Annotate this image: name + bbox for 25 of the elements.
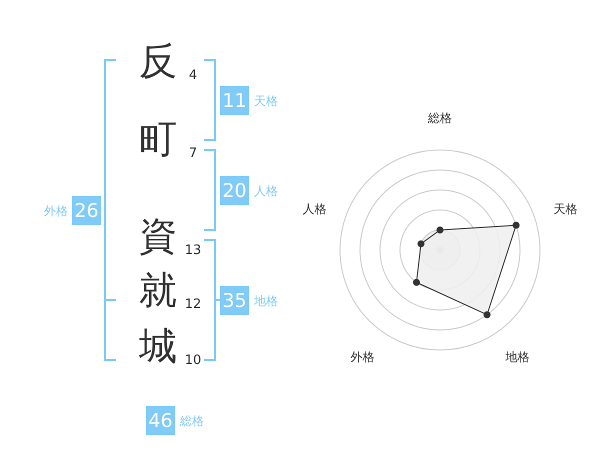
text: 7 (188, 146, 198, 161)
text: 26 (74, 200, 99, 222)
text: 13 (184, 243, 202, 258)
text: 天格 (254, 94, 278, 108)
text: 外格 (44, 204, 68, 218)
text: 46 (148, 410, 173, 432)
text: 10 (184, 353, 202, 368)
text: 35 (222, 290, 247, 312)
text: 4 (188, 68, 198, 83)
text: 反 (139, 39, 177, 83)
spoke-label: 総格 (427, 111, 452, 125)
text: 資 (139, 214, 177, 258)
text: 20 (222, 180, 247, 202)
spoke-label: 天格 (554, 202, 578, 216)
spoke-label: 外格 (350, 350, 374, 364)
text: 総格 (179, 414, 204, 428)
text: 城 (138, 324, 177, 368)
text: 地格 (253, 294, 278, 308)
text: 11 (222, 90, 247, 112)
spoke-label: 人格 (302, 202, 326, 216)
text: 人格 (254, 184, 278, 198)
text: 就 (139, 268, 177, 312)
spoke-label: 地格 (504, 350, 530, 364)
text: 町 (139, 117, 177, 161)
text: 12 (184, 297, 202, 312)
